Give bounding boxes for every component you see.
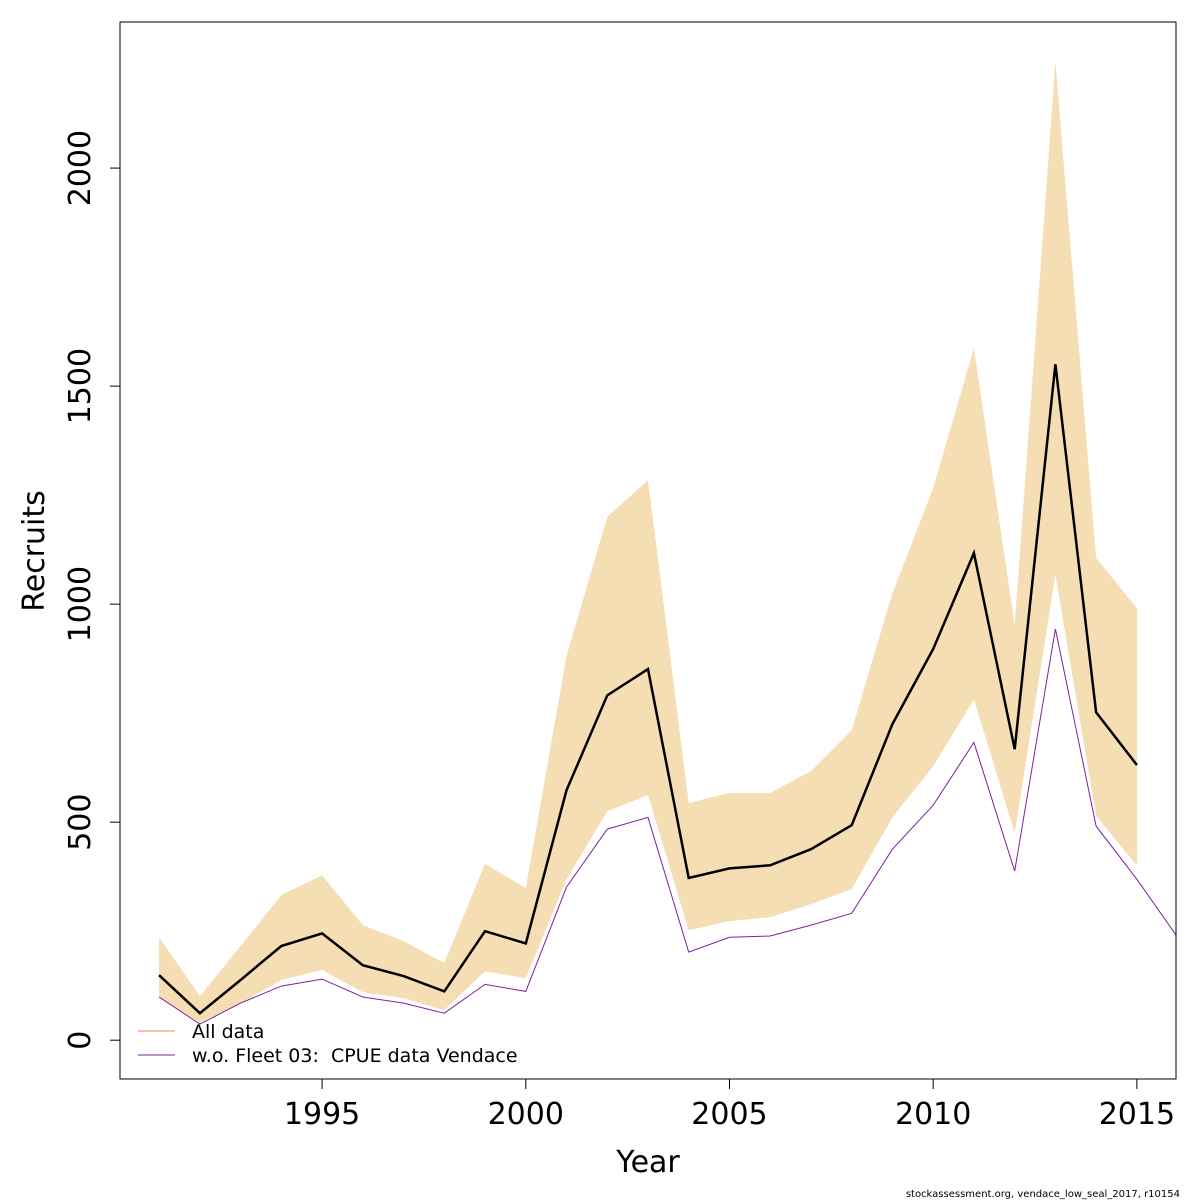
plot-area: [158, 62, 1176, 1025]
y-tick-label: 2000: [63, 130, 98, 206]
x-tick-label: 2015: [1099, 1097, 1175, 1132]
y-tick-label: 1500: [63, 348, 98, 424]
y-tick-label: 1000: [63, 566, 98, 642]
x-tick-label: 2005: [691, 1097, 767, 1132]
y-tick-label: 500: [63, 794, 98, 851]
x-tick-label: 2010: [895, 1097, 971, 1132]
series-line: [158, 628, 1176, 1025]
confidence-band: [159, 62, 1137, 1023]
footer: stockassessment.org, vendace_low_seal_20…: [906, 1189, 1180, 1200]
legend-label: w.o. Fleet 03: CPUE data Vendace: [192, 1045, 518, 1067]
y-tick-label: 0: [63, 1031, 98, 1050]
x-tick-label: 2000: [488, 1097, 564, 1132]
estimate-line: [158, 364, 1138, 1015]
x-tick-label: 1995: [284, 1097, 360, 1132]
legend-label: All data: [192, 1021, 264, 1043]
y-axis-label: Recruits: [17, 490, 52, 612]
x-axis-label: Year: [615, 1145, 680, 1180]
plot-frame: [119, 21, 1177, 1080]
